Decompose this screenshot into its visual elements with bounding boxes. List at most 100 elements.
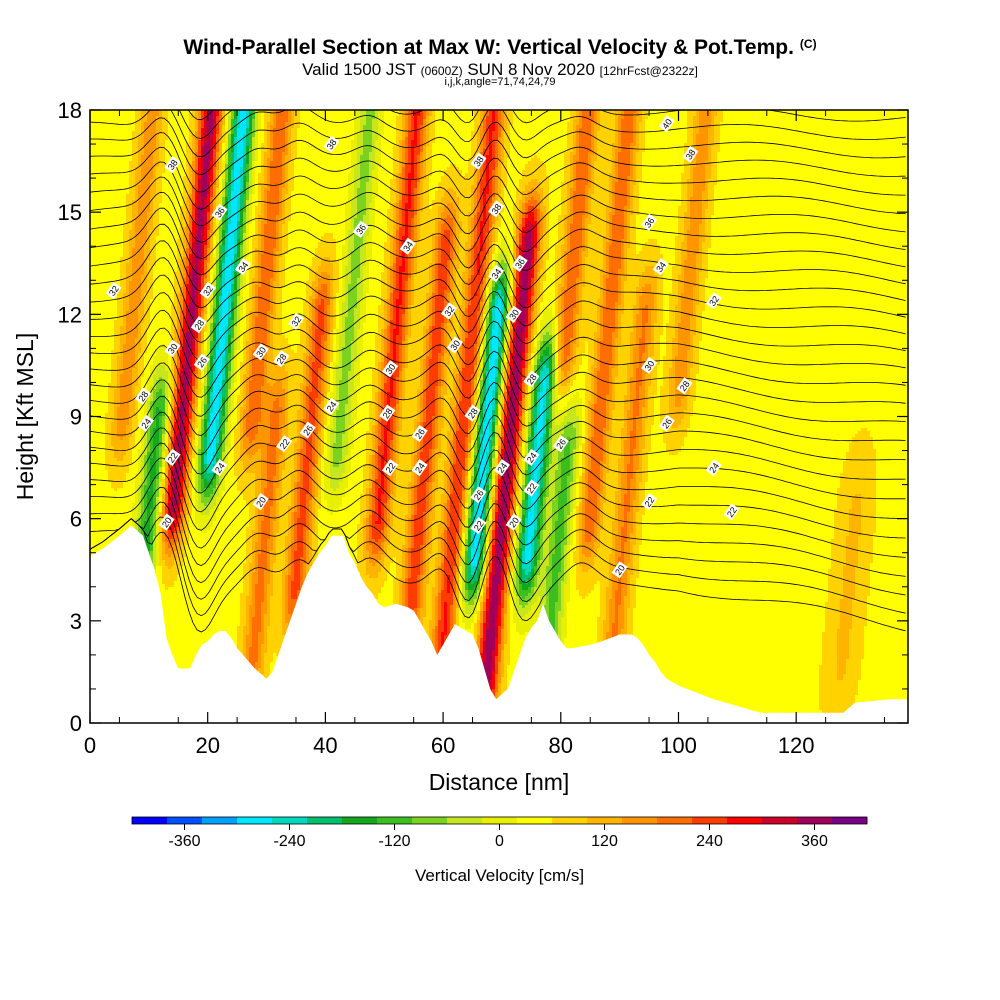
contour-label-bg bbox=[723, 503, 740, 521]
contour-label-bg bbox=[487, 264, 505, 283]
contour-label-bg bbox=[323, 397, 340, 415]
contour-label: 20 bbox=[158, 513, 175, 531]
colorbar-swatch bbox=[342, 817, 378, 824]
contour-label-bg bbox=[211, 458, 228, 477]
pot-temp-contour bbox=[90, 442, 906, 531]
contour-label: 20 bbox=[505, 513, 522, 531]
colorbar-swatch bbox=[517, 817, 553, 824]
y-tick-label: 9 bbox=[70, 405, 82, 430]
contour-label: 34 bbox=[487, 264, 505, 283]
contour-label: 38 bbox=[682, 145, 699, 163]
contour-label-bg bbox=[658, 414, 675, 432]
contour-label-text: 36 bbox=[354, 223, 368, 237]
contour-label-text: 38 bbox=[166, 158, 180, 172]
contour-label: 28 bbox=[464, 404, 481, 422]
contour-label-bg bbox=[682, 145, 699, 163]
contour-label: 38 bbox=[323, 135, 340, 153]
x-tick-label: 120 bbox=[778, 733, 815, 758]
contour-label-bg bbox=[440, 302, 458, 320]
contour-label: 22 bbox=[276, 435, 293, 453]
contour-label-bg bbox=[705, 292, 722, 310]
contour-label: 32 bbox=[705, 292, 722, 310]
contour-label-bg bbox=[676, 377, 693, 395]
pot-temp-contour bbox=[90, 292, 906, 362]
contour-label: 28 bbox=[134, 387, 152, 405]
contour-label: 34 bbox=[234, 258, 252, 276]
contour-label-text: 28 bbox=[275, 352, 289, 366]
contour-label-bg bbox=[211, 203, 228, 221]
contour-label: 22 bbox=[164, 448, 181, 467]
contour-label-bg bbox=[611, 561, 628, 579]
contour-label-text: 22 bbox=[166, 451, 180, 465]
contour-label: 38 bbox=[470, 152, 487, 170]
contour-label: 36 bbox=[352, 220, 369, 238]
contour-label-bg bbox=[658, 114, 675, 133]
contour-label-bg bbox=[287, 312, 305, 330]
contour-label-text: 30 bbox=[507, 308, 521, 322]
colorbar-swatch bbox=[272, 817, 308, 824]
y-tick-label: 18 bbox=[58, 98, 82, 123]
pot-temp-contour bbox=[90, 362, 906, 436]
pot-temp-contour bbox=[90, 117, 906, 176]
contour-label: 24 bbox=[705, 458, 722, 477]
colorbar-swatch bbox=[832, 817, 868, 824]
contour-label-bg bbox=[193, 353, 210, 371]
contour-label-bg bbox=[164, 339, 181, 358]
y-tick-label: 3 bbox=[70, 609, 82, 634]
contour-label: 38 bbox=[164, 155, 181, 174]
contour-label-bg bbox=[352, 220, 369, 238]
y-tick-label: 6 bbox=[70, 507, 82, 532]
pot-temp-contour bbox=[90, 240, 906, 309]
colorbar-swatch bbox=[237, 817, 273, 824]
x-tick-label: 0 bbox=[84, 733, 96, 758]
contour-label-text: 34 bbox=[236, 260, 250, 274]
terrain-mask bbox=[90, 525, 908, 723]
contour-label: 30 bbox=[164, 339, 181, 358]
contour-label-text: 24 bbox=[325, 400, 339, 414]
colorbar-swatch bbox=[132, 817, 168, 824]
contour-label: 28 bbox=[273, 349, 290, 368]
contour-label-text: 32 bbox=[289, 314, 303, 328]
contour-label: 24 bbox=[411, 458, 428, 477]
x-axis-label: Distance [nm] bbox=[429, 769, 570, 795]
contour-label-bg bbox=[323, 135, 340, 153]
y-tick-label: 0 bbox=[70, 711, 82, 736]
contour-label: 24 bbox=[523, 448, 540, 467]
contour-label-text: 24 bbox=[495, 461, 509, 475]
contour-label-bg bbox=[299, 421, 316, 439]
colorbar-tick-label: -240 bbox=[273, 833, 305, 850]
contour-label-text: 22 bbox=[384, 461, 398, 475]
contour-label-text: 26 bbox=[554, 437, 568, 451]
contour-label: 36 bbox=[211, 203, 228, 221]
contour-label: 30 bbox=[446, 336, 464, 354]
y-tick-label: 15 bbox=[58, 200, 82, 225]
colorbar-swatch bbox=[587, 817, 623, 824]
pot-temp-contour bbox=[90, 395, 906, 475]
contour-label: 22 bbox=[523, 479, 540, 497]
contour-label-text: 24 bbox=[707, 461, 721, 475]
contour-label: 28 bbox=[523, 370, 540, 388]
colorbar-swatch bbox=[727, 817, 763, 824]
colorbar-swatch bbox=[307, 817, 343, 824]
contour-label-bg bbox=[381, 458, 399, 477]
contour-label-bg bbox=[158, 513, 175, 531]
contour-label: 24 bbox=[493, 458, 511, 477]
contour-label: 32 bbox=[199, 281, 216, 300]
pot-temp-contour bbox=[90, 345, 906, 417]
contour-label-text: 20 bbox=[613, 563, 627, 577]
colorbar-tick-label: 360 bbox=[801, 833, 828, 850]
contour-label-text: 28 bbox=[466, 406, 480, 420]
contour-label: 26 bbox=[470, 486, 487, 504]
contour-label-text: 24 bbox=[213, 461, 227, 475]
contour-label-bg bbox=[523, 370, 540, 388]
contour-label-bg bbox=[446, 336, 464, 354]
contour-label-text: 20 bbox=[254, 495, 268, 509]
copyright-mark: (C) bbox=[800, 37, 817, 51]
valid-main: Valid 1500 JST bbox=[302, 60, 416, 79]
contour-label-bg bbox=[523, 448, 540, 467]
colorbar-swatch bbox=[202, 817, 238, 824]
grid-info: i,j,k,angle=71,74,24,79 bbox=[0, 76, 1000, 88]
y-axis-label: Height [Kft MSL] bbox=[12, 333, 38, 500]
title-text: Wind-Parallel Section at Max W: Vertical… bbox=[183, 36, 794, 59]
